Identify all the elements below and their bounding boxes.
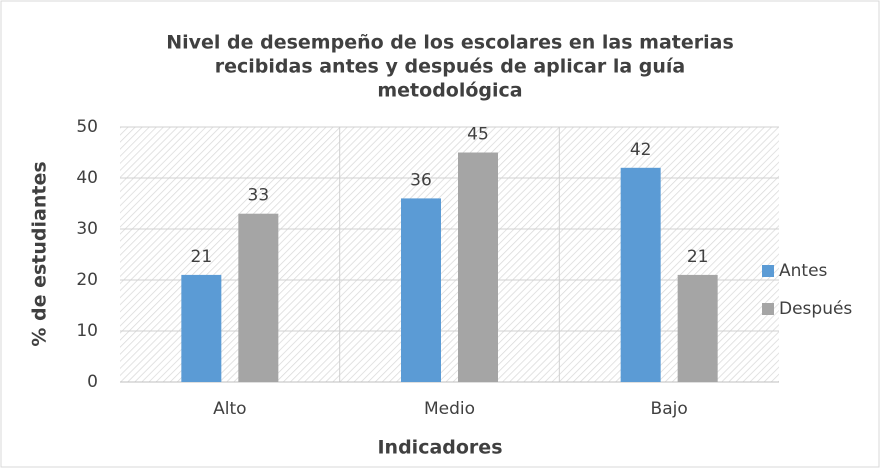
- y-axis-label: % de estudiantes: [29, 161, 51, 346]
- bar: [401, 198, 441, 382]
- bar: [677, 274, 718, 382]
- legend-label: Antes: [779, 261, 828, 281]
- chart-title: metodológica: [377, 80, 522, 102]
- data-label: 36: [410, 170, 432, 190]
- data-label: 21: [687, 247, 709, 267]
- y-tick-label: 40: [76, 168, 98, 188]
- bar: [620, 167, 661, 382]
- bar: [181, 274, 222, 382]
- y-tick-label: 20: [76, 270, 98, 290]
- x-tick-label: Alto: [213, 399, 246, 419]
- legend-label: Después: [779, 299, 852, 319]
- bar: [458, 152, 498, 382]
- data-label: 21: [191, 247, 213, 267]
- data-label: 45: [467, 125, 489, 145]
- y-tick-label: 10: [76, 321, 98, 341]
- legend-swatch: [762, 303, 774, 315]
- y-tick-label: 0: [87, 372, 98, 392]
- x-tick-label: Medio: [424, 399, 475, 419]
- y-tick-label: 30: [76, 219, 98, 239]
- bar: [238, 213, 279, 382]
- legend-swatch: [762, 265, 774, 277]
- x-tick-label: Bajo: [651, 399, 688, 419]
- data-label: 33: [248, 186, 270, 206]
- x-axis-label: Indicadores: [377, 437, 502, 459]
- chart-title: recibidas antes y después de aplicar la …: [215, 56, 686, 78]
- plot-area: [120, 127, 779, 382]
- data-label: 42: [630, 140, 652, 160]
- chart-title: Nivel de desempeño de los escolares en l…: [166, 32, 734, 54]
- y-tick-label: 50: [76, 117, 98, 137]
